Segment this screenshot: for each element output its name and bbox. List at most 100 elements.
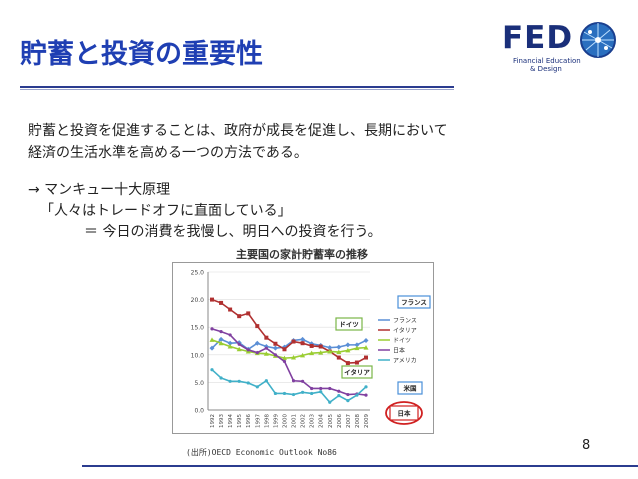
data-point [264,346,268,350]
x-tick-label: 2006 [337,414,343,428]
x-tick-label: 2000 [282,414,288,428]
body-line-3: → マンキュー十大原理 [28,182,171,198]
title-divider-thin [20,89,454,90]
page-number: 8 [582,438,591,453]
data-point [345,342,351,348]
data-point [264,335,269,340]
data-point [219,330,223,334]
data-point [309,341,315,347]
data-point [255,385,259,389]
legend-label: ドイツ [393,338,411,345]
data-point [327,348,333,354]
data-point [364,355,368,360]
highlight-circle [385,401,423,425]
data-point [354,360,359,365]
data-point [310,391,314,396]
y-tick-label: 20.0 [191,297,205,304]
x-tick-label: 2008 [355,414,361,428]
x-tick-label: 2009 [364,414,370,428]
data-point [291,379,296,383]
y-tick-label: 25.0 [191,270,205,277]
data-point [210,327,214,331]
data-point [328,400,332,404]
data-point [228,379,232,383]
body-line-1: 貯蓄と投資を促進することは、政府が成長を促進し、長期において [28,123,448,139]
data-point [337,394,341,398]
title-divider [20,86,454,88]
x-tick-label: 1993 [219,414,225,428]
data-point [291,392,296,397]
y-tick-label: 15.0 [191,325,205,332]
data-point [209,337,215,342]
data-point [273,353,278,357]
data-point [300,390,305,394]
logo-subtitle: Financial Education [513,57,581,65]
data-point [246,348,250,352]
data-point [318,344,323,349]
x-tick-label: 1995 [237,414,243,428]
data-point [227,344,233,349]
data-point [346,399,350,403]
data-point [210,368,214,372]
y-tick-label: 0.0 [194,408,204,415]
savings-rate-chart: 0.0 5.0 10.0 15.0 20.0 25.0 1992 1993 1994 1995 19… [172,262,434,434]
data-point [228,307,233,312]
data-point [310,386,314,391]
y-tick-label: 10.0 [191,352,205,359]
data-point [236,346,242,352]
data-point [291,339,296,344]
legend-label: フランス [393,318,417,325]
data-point [363,345,369,350]
data-point [282,347,287,352]
data-point [300,341,305,346]
data-point [345,347,351,353]
x-tick-label: 1994 [228,414,234,428]
legend-label: アメリカ [393,358,417,365]
data-point [246,311,251,316]
x-tick-label: 2004 [319,414,325,428]
annotation-box [397,295,431,309]
data-point [236,340,242,346]
data-point [273,341,278,346]
annotation-label: 日本 [398,409,412,418]
data-point [355,393,359,397]
data-point [227,340,233,346]
annotation-box [397,381,423,395]
data-point [354,342,360,348]
body-line-5: ＝ 今日の消費を我慢し、明日への投資を行う。 [84,224,382,240]
data-point [336,344,342,350]
footer-divider [82,465,638,467]
data-point [319,386,323,391]
annotation-label: ドイツ [339,321,359,329]
data-point [264,379,268,383]
legend-label: イタリア [393,327,417,335]
data-point [237,314,242,319]
data-point [327,345,333,351]
x-tick-label: 1998 [264,414,270,428]
y-tick-label: 5.0 [194,380,204,387]
chart-title: 主要国の家計貯蓄率の推移 [236,248,368,261]
logo-name: FED [502,20,574,56]
data-point [336,355,341,360]
data-point [345,361,350,366]
data-point [263,351,269,356]
data-point [319,390,323,394]
globe-logo-icon [580,22,616,58]
series-line [211,328,367,396]
data-point [291,355,297,360]
x-tick-label: 1999 [273,414,279,428]
x-tick-label: 2005 [328,414,334,428]
body-line-2: 経済の生活水準を高める一つの方法である。 [28,145,308,161]
data-point [300,352,306,358]
x-tick-label: 1996 [246,414,252,428]
data-point [300,336,306,342]
annotation-box [341,365,373,379]
annotation-box [335,317,363,331]
data-point [219,376,223,380]
data-point [354,345,360,351]
data-point [237,379,241,383]
slide-title: 貯蓄と投資の重要性 [20,39,263,70]
annotation-label: フランス [401,299,427,307]
data-point [281,355,287,361]
